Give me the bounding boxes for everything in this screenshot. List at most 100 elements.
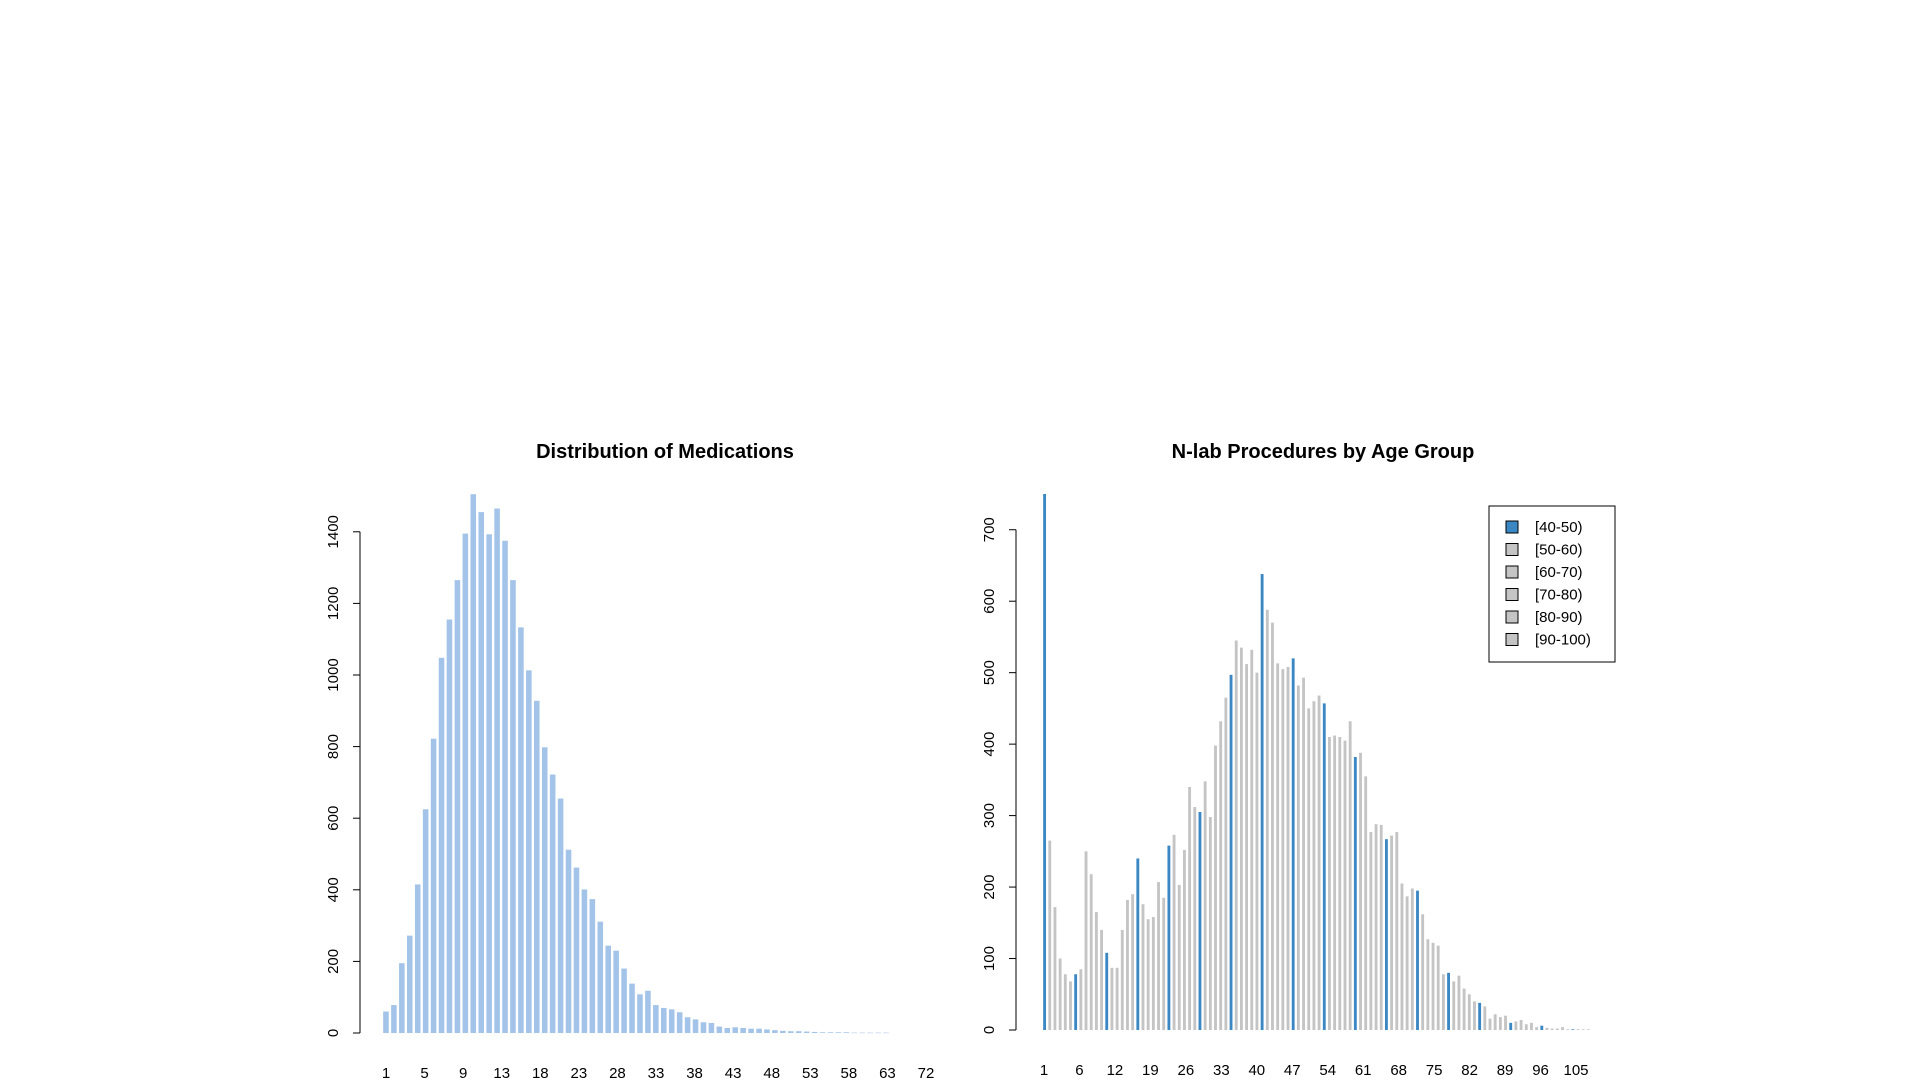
bar bbox=[1322, 703, 1326, 1030]
bar bbox=[1239, 647, 1243, 1030]
legend-swatch bbox=[1505, 588, 1519, 601]
legend-swatch bbox=[1505, 633, 1519, 646]
bar bbox=[1555, 1028, 1559, 1030]
bar bbox=[668, 1009, 675, 1033]
bar bbox=[1473, 1001, 1476, 1030]
x-tick-label: 9 bbox=[459, 1065, 467, 1080]
bar bbox=[1043, 494, 1047, 1030]
lab-procedures-bars bbox=[1043, 494, 1590, 1030]
y-tick-label: 600 bbox=[981, 589, 998, 614]
bar bbox=[438, 657, 445, 1033]
bar bbox=[1105, 952, 1109, 1030]
x-tick-label: 63 bbox=[879, 1065, 896, 1080]
bar bbox=[430, 738, 437, 1033]
y-tick-label: 100 bbox=[981, 946, 998, 971]
bar bbox=[1193, 807, 1197, 1030]
x-tick-label: 33 bbox=[1213, 1062, 1230, 1079]
lab-procedures-chart: N-lab Procedures by Age Group 0 100 200 300… bbox=[981, 441, 1616, 1079]
bar bbox=[1136, 858, 1140, 1030]
bar bbox=[700, 1022, 707, 1033]
bar bbox=[1561, 1027, 1564, 1030]
bar bbox=[1374, 824, 1378, 1030]
x-tick-label: 5 bbox=[420, 1065, 428, 1080]
x-tick-label: 23 bbox=[571, 1065, 588, 1080]
bar bbox=[494, 508, 500, 1033]
legend-label: [60-70) bbox=[1535, 564, 1583, 581]
bar bbox=[1141, 904, 1145, 1030]
bar bbox=[613, 950, 619, 1033]
bar bbox=[1271, 622, 1274, 1030]
bar bbox=[597, 921, 604, 1033]
bar bbox=[1483, 1006, 1487, 1030]
x-tick-label: 6 bbox=[1075, 1062, 1083, 1079]
bar bbox=[795, 1031, 802, 1033]
bar bbox=[637, 994, 643, 1033]
bar bbox=[1328, 736, 1331, 1030]
bar bbox=[1214, 745, 1217, 1030]
bar bbox=[676, 1012, 683, 1033]
x-tick-label: 43 bbox=[725, 1065, 742, 1080]
bar bbox=[1405, 896, 1409, 1030]
bar bbox=[407, 935, 413, 1033]
bar bbox=[1172, 834, 1176, 1030]
bar bbox=[851, 1032, 858, 1034]
x-tick-label: 68 bbox=[1390, 1062, 1407, 1079]
bar bbox=[1296, 685, 1300, 1030]
bar bbox=[1462, 988, 1466, 1030]
bar bbox=[1219, 721, 1223, 1030]
x-tick-label: 1 bbox=[382, 1065, 390, 1080]
bar bbox=[414, 884, 421, 1033]
bar bbox=[1157, 882, 1160, 1030]
x-tick-label: 48 bbox=[763, 1065, 780, 1080]
bar bbox=[843, 1032, 850, 1033]
bar bbox=[1053, 907, 1057, 1030]
x-tick-label: 47 bbox=[1284, 1062, 1301, 1079]
age-group-legend: [40-50) [50-60) [60-70) [70-80) [80-90) [90-1… bbox=[1488, 505, 1616, 663]
bar bbox=[827, 1032, 834, 1033]
x-tick-label: 82 bbox=[1461, 1062, 1478, 1079]
bar bbox=[1343, 740, 1347, 1030]
bar bbox=[541, 747, 548, 1033]
bar bbox=[1115, 967, 1119, 1030]
y-tick-label: 1400 bbox=[325, 515, 342, 548]
bar bbox=[1550, 1028, 1554, 1030]
bar bbox=[1431, 942, 1435, 1030]
bar bbox=[502, 540, 508, 1033]
x-tick-label: 33 bbox=[648, 1065, 665, 1080]
bar bbox=[534, 700, 540, 1033]
bar bbox=[1416, 890, 1419, 1030]
bar bbox=[1400, 883, 1404, 1030]
y-tick-label: 500 bbox=[981, 660, 998, 685]
bar bbox=[1530, 1022, 1533, 1030]
bar bbox=[1265, 609, 1269, 1030]
x-tick-label: 89 bbox=[1497, 1062, 1514, 1079]
bar bbox=[391, 1005, 397, 1033]
bar bbox=[803, 1031, 810, 1033]
x-tick-label: 38 bbox=[686, 1065, 703, 1080]
bar bbox=[1074, 974, 1078, 1030]
lab-procedures-chart-title: N-lab Procedures by Age Group bbox=[1172, 441, 1475, 463]
bar bbox=[1421, 914, 1425, 1030]
bar bbox=[1126, 899, 1129, 1030]
bar bbox=[470, 494, 477, 1034]
bar bbox=[581, 889, 588, 1033]
bar bbox=[478, 512, 484, 1033]
y-tick-label: 400 bbox=[325, 877, 342, 902]
bar bbox=[1110, 967, 1114, 1030]
bar bbox=[383, 1011, 389, 1033]
bar bbox=[1131, 894, 1135, 1030]
bar bbox=[772, 1030, 778, 1033]
bar bbox=[1457, 975, 1461, 1030]
bar bbox=[692, 1019, 699, 1033]
bar bbox=[422, 809, 429, 1033]
bar bbox=[446, 619, 453, 1033]
medications-chart: Distribution of Medications 0 200 400 600 80… bbox=[325, 441, 934, 1080]
bar bbox=[557, 798, 564, 1033]
legend-swatch bbox=[1505, 543, 1519, 556]
bar bbox=[1359, 752, 1362, 1030]
y-tick-label: 200 bbox=[981, 875, 998, 900]
x-tick-label: 19 bbox=[1142, 1062, 1159, 1079]
bar bbox=[1478, 1002, 1482, 1030]
bar bbox=[1524, 1024, 1528, 1030]
bar bbox=[1203, 781, 1207, 1030]
